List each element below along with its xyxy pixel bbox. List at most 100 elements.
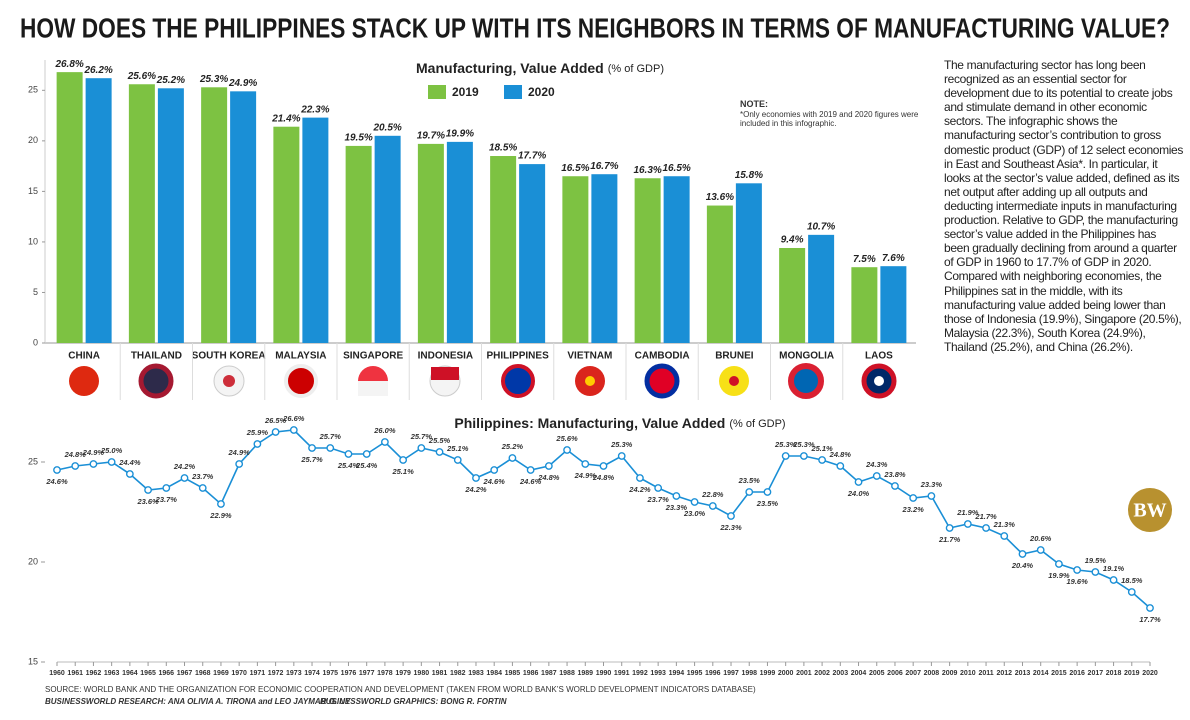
marker xyxy=(708,502,717,510)
x-tick-label: 2007 xyxy=(905,670,921,677)
marker xyxy=(1109,576,1118,584)
credit: BUSINESSWORLD GRAPHICS: BONG R. FORTIN xyxy=(320,697,507,706)
x-tick-label: 1979 xyxy=(395,670,411,677)
x-tick-label: 2015 xyxy=(1051,670,1067,677)
x-tick-label: 1972 xyxy=(268,670,284,677)
bar xyxy=(302,117,329,343)
marker xyxy=(217,500,225,508)
marker xyxy=(581,460,590,468)
flag xyxy=(358,381,388,396)
logo: BW xyxy=(1133,500,1166,522)
value-label: 21.7% xyxy=(938,535,961,544)
x-tick-label: PHILIPPINES xyxy=(487,351,550,362)
marker xyxy=(253,440,262,448)
marker xyxy=(71,462,80,470)
value-label: 24.0% xyxy=(847,489,870,498)
marker xyxy=(854,478,863,486)
marker xyxy=(89,460,98,468)
value-label: 25.1% xyxy=(810,444,833,453)
flag xyxy=(138,363,174,399)
x-tick-label: 1991 xyxy=(614,670,630,677)
value-label: 24.8% xyxy=(829,450,852,459)
marker xyxy=(909,494,918,502)
value-label: 20.6% xyxy=(1029,534,1052,543)
description: The manufacturing sector has long been r… xyxy=(944,58,1184,354)
note-label: NOTE: xyxy=(740,99,768,109)
value-label: 26.5% xyxy=(264,416,287,425)
x-tick-label: 1984 xyxy=(486,670,502,677)
x-tick-label: 1981 xyxy=(432,670,448,677)
chart-title: Philippines: Manufacturing, Value Added (… xyxy=(454,415,785,431)
marker xyxy=(526,466,535,474)
value-label: 22.8% xyxy=(701,490,724,499)
value-label: 25.6% xyxy=(127,71,156,82)
value-label: 19.9% xyxy=(1048,571,1070,580)
value-label: 23.5% xyxy=(738,476,761,485)
x-tick-label: 1985 xyxy=(505,670,521,677)
value-label: 15.8% xyxy=(735,170,763,181)
value-label: 24.6% xyxy=(519,477,542,486)
x-tick-label: 1970 xyxy=(231,670,247,677)
value-label: 26.8% xyxy=(54,59,83,70)
x-tick-label: 2014 xyxy=(1033,670,1049,677)
marker xyxy=(107,458,116,466)
value-label: 16.3% xyxy=(633,165,661,176)
bar xyxy=(735,183,762,343)
x-tick-label: 1995 xyxy=(687,670,703,677)
value-label: 25.2% xyxy=(156,75,185,86)
value-label: 21.9% xyxy=(956,508,979,517)
marker xyxy=(690,498,699,506)
x-tick-label: THAILAND xyxy=(131,351,182,362)
value-label: 21.7% xyxy=(974,512,997,521)
value-label: 24.9% xyxy=(574,471,597,480)
x-tick-label: 1965 xyxy=(140,670,156,677)
bar xyxy=(880,266,907,343)
y-tick-label: 15 xyxy=(28,656,38,666)
marker xyxy=(1000,532,1009,540)
marker xyxy=(198,484,207,492)
x-tick-label: 1975 xyxy=(322,670,338,677)
marker xyxy=(927,492,936,500)
value-label: 24.8% xyxy=(592,473,615,482)
value-label: 23.7% xyxy=(191,472,214,481)
value-label: 25.3% xyxy=(610,440,633,449)
x-tick-label: 1986 xyxy=(523,670,539,677)
bar xyxy=(345,145,372,343)
value-label: 16.7% xyxy=(590,161,618,172)
x-tick-label: 2012 xyxy=(996,670,1012,677)
page-title: HOW DOES THE PHILIPPINES STACK UP WITH I… xyxy=(20,12,1170,43)
y-tick-label: 10 xyxy=(28,236,38,246)
x-tick-label: 1983 xyxy=(468,670,484,677)
marker xyxy=(982,524,990,532)
marker xyxy=(490,466,499,474)
marker xyxy=(1055,560,1063,568)
marker xyxy=(544,462,553,470)
value-label: 19.9% xyxy=(446,129,474,140)
value-label: 25.1% xyxy=(446,444,469,453)
value-label: 25.7% xyxy=(319,432,342,441)
value-label: 25.5% xyxy=(428,436,451,445)
marker xyxy=(362,450,371,458)
x-tick-label: 2013 xyxy=(1015,670,1031,677)
marker xyxy=(763,488,772,496)
x-tick-label: 1971 xyxy=(250,670,266,677)
bar xyxy=(56,72,83,343)
y-tick-label: 15 xyxy=(28,186,38,196)
marker xyxy=(781,452,790,460)
chart-title-main: Philippines: Manufacturing, Value Added xyxy=(454,415,725,431)
marker xyxy=(836,462,845,470)
x-tick-label: INDONESIA xyxy=(418,351,474,362)
marker xyxy=(617,452,626,460)
marker xyxy=(180,474,189,482)
marker xyxy=(818,456,826,464)
value-label: 23.7% xyxy=(155,495,178,504)
value-label: 7.5% xyxy=(853,254,876,265)
marker xyxy=(53,466,61,474)
bar xyxy=(851,267,878,343)
x-tick-label: 1967 xyxy=(177,670,193,677)
logo-badge xyxy=(1128,488,1172,532)
value-label: 26.0% xyxy=(373,426,396,435)
value-label: 19.5% xyxy=(1085,556,1107,565)
x-tick-label: 1974 xyxy=(304,670,320,677)
